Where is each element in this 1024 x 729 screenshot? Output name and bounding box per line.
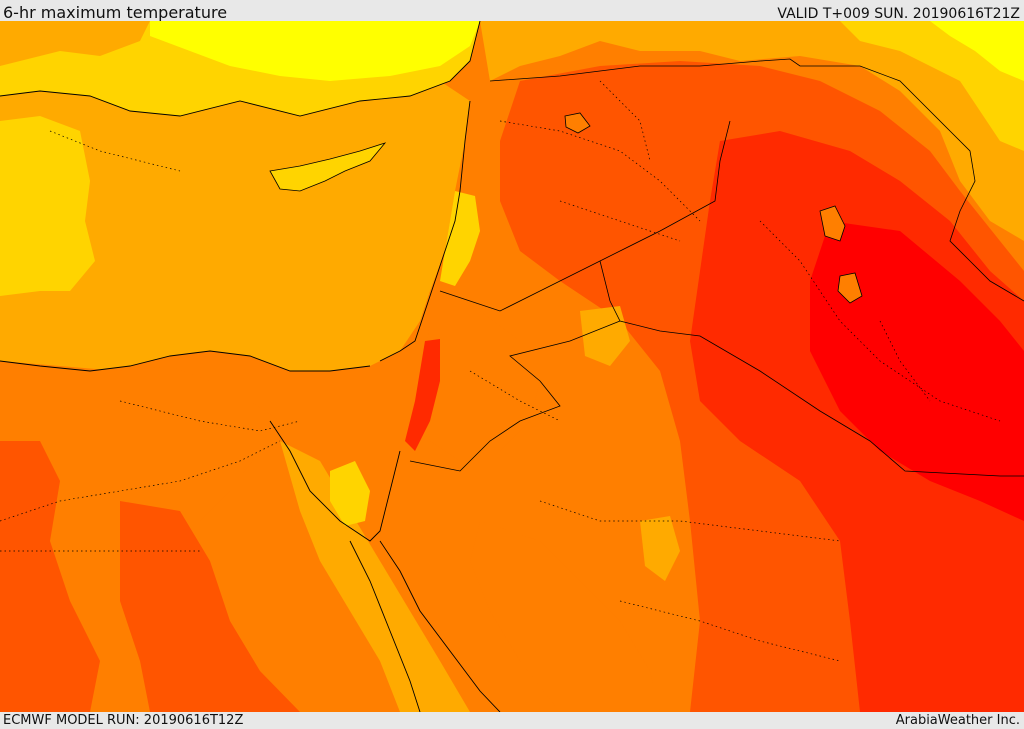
coastline-egypt [0, 350, 371, 372]
egypt-lower-orange [0, 361, 280, 541]
iraq-deep-red [810, 221, 1024, 521]
valid-time-label: VALID T+009 SUN. 20190616T21Z [777, 6, 1020, 22]
credit-label: ArabiaWeather Inc. [895, 713, 1020, 728]
coastline-north [0, 21, 481, 117]
western-sea-yellow [0, 116, 95, 296]
mediterranean-sea [0, 71, 470, 371]
map-title: 6-hr maximum temperature [3, 3, 228, 22]
internal-boundaries [0, 80, 1001, 662]
border-jordan-saudi [409, 320, 621, 472]
saudi-light-patch [580, 306, 630, 366]
model-run-label: ECMWF MODEL RUN: 20190616T12Z [3, 713, 244, 728]
iraq-lake-1 [819, 205, 846, 242]
sinai-yellow-spots [330, 461, 370, 526]
northeast-yellow [840, 21, 1024, 151]
header-bar: 6-hr maximum temperature VALID T+009 SUN… [0, 0, 1024, 22]
northeast-warm-band [480, 21, 1024, 241]
border-iraq-syria [489, 58, 1024, 302]
coastline-red-sea [269, 420, 501, 712]
iraq-lake-2 [837, 272, 863, 304]
map-canvas [0, 21, 1024, 712]
egypt-red-patches [0, 441, 100, 712]
footer-bar: ECMWF MODEL RUN: 20190616T12Z ArabiaWeat… [0, 712, 1024, 729]
coastline-levant [379, 100, 471, 362]
temperature-map [0, 21, 1024, 712]
northern-bright-yellow [150, 21, 480, 81]
levant-coast-yellow [440, 191, 480, 286]
saudi-orange-patch [470, 521, 660, 712]
cyprus-island [269, 142, 387, 192]
northeast-bright-yellow [930, 21, 1024, 81]
syria-lake [564, 112, 591, 134]
border-iraq-jordan-saudi [439, 120, 1024, 477]
jordan-orange-patch [420, 311, 540, 461]
jordan-valley-red [405, 339, 440, 451]
north-orange-patches [0, 21, 150, 66]
saudi-light-patch-2 [640, 516, 680, 581]
egypt-red-core [120, 501, 300, 712]
